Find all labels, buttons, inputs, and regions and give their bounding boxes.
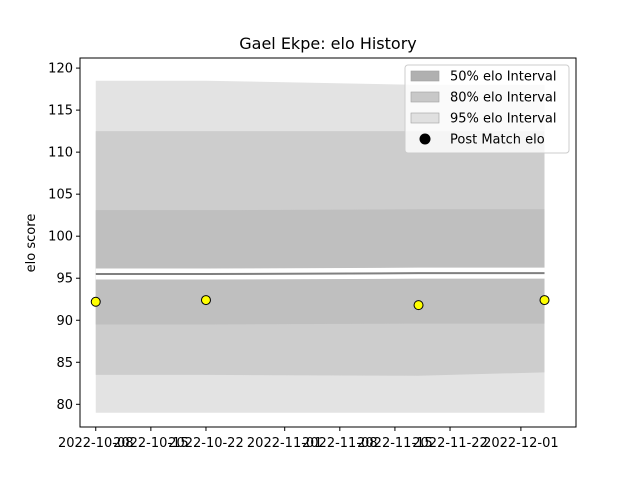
legend-label: 50% elo Interval [450,70,557,85]
x-tick-label: 2022-11-08 [302,436,378,451]
post-match-point [413,300,424,311]
legend-label: 95% elo Interval [450,112,557,127]
post-match-point [200,295,211,306]
y-tick-label: 100 [48,230,73,245]
legend-swatch [410,91,440,103]
legend-label: 80% elo Interval [450,91,557,106]
legend-box [404,64,570,154]
y-tick-label: 115 [48,104,73,119]
legend-label: Post Match elo [450,133,545,148]
y-tick-label: 120 [48,62,73,77]
x-tick-label: 2022-10-22 [168,436,244,451]
post-match-point [90,296,101,307]
mean-elo-line [95,267,545,280]
x-tick-label: 2022-11-15 [357,436,433,451]
y-tick-label: 110 [48,146,73,161]
interval-band-2 [95,209,545,325]
plot-frame [79,57,577,428]
y-tick-label: 105 [48,188,73,203]
x-tick-label: 2022-11-22 [412,436,488,451]
x-tick-label: 2022-10-15 [113,436,189,451]
y-tick-label: 95 [56,272,73,287]
post-match-points [90,295,550,311]
y-tick-label: 90 [56,314,73,329]
chart-title: Gael Ekpe: elo History [239,34,417,53]
post-match-point [539,295,550,306]
legend-swatch [410,112,440,124]
x-tick-label: 2022-11-01 [247,436,323,451]
y-tick-label: 85 [56,356,73,371]
y-axis-label: elo score [24,214,39,273]
legend-marker [419,133,431,145]
legend-swatch [410,70,440,82]
y-tick-label: 80 [56,398,73,413]
x-tick-label: 2022-10-08 [58,436,134,451]
x-tick-label: 2022-12-01 [483,436,559,451]
mean-line [95,272,545,276]
y-axis: 80 85 90 95 100 105 110 115 120 [48,62,80,413]
legend: 50% elo Interval 80% elo Interval 95% elo … [404,64,570,154]
